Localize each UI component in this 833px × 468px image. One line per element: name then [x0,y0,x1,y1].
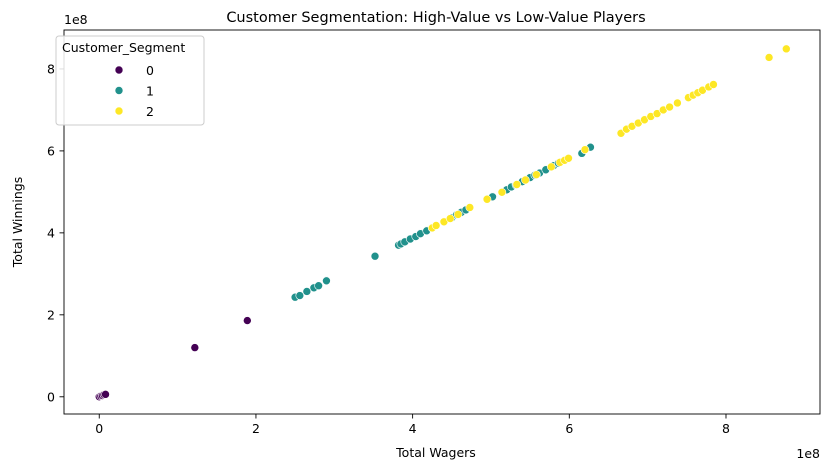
chart-title: Customer Segmentation: High-Value vs Low… [226,10,645,26]
legend-label-2: 2 [146,104,154,119]
data-point-segment-2-25 [673,98,682,108]
data-point-segment-0-5 [190,343,200,352]
legend-title: Customer_Segment [62,40,185,55]
legend-items: 0 1 2 [114,63,154,119]
data-point-segment-2-8 [512,180,522,189]
data-point-segment-1-2 [302,287,312,296]
x-tick-label: 2 [252,421,260,436]
data-point-segment-2-5 [465,203,475,212]
data-point-segment-2-22 [652,109,662,118]
data-point-segment-0-6 [243,316,252,325]
data-point-segment-2-3 [445,214,455,223]
legend-marker-0 [114,65,124,75]
y-offset-label: 1e8 [64,12,88,27]
data-point-segment-2-1 [431,221,441,230]
data-point-segment-2-33 [782,44,791,54]
y-tick-label: 8 [47,61,55,76]
x-tick-label: 8 [722,421,730,436]
data-point-segment-2-14 [564,153,573,163]
y-tick-label: 6 [47,143,55,158]
data-point-segment-1-4 [314,281,323,291]
data-point-segment-2-24 [665,102,674,112]
x-axis-label: Total Wagers [395,445,476,460]
x-axis-ticks: 0 2 4 6 8 [95,414,730,436]
data-point-segment-2-6 [482,194,492,204]
legend-label-0: 0 [146,63,154,78]
plot-points [94,44,791,402]
data-point-segment-0-4 [101,390,110,399]
data-point-segment-1-5 [322,276,331,286]
legend-marker-1 [114,86,124,95]
data-point-segment-2-15 [580,145,590,154]
data-point-segment-2-32 [764,53,774,62]
y-tick-label: 2 [47,307,55,322]
data-point-segment-1-6 [370,251,380,261]
data-point-segment-2-7 [497,187,507,197]
data-point-segment-2-10 [532,170,541,179]
plot-frame [63,29,821,415]
legend-marker-2 [114,106,124,116]
data-point-segment-2-11 [546,162,556,172]
y-axis-label: Total Winnings [10,177,25,268]
legend: Customer_Segment 0 1 2 [55,35,205,126]
data-point-segment-1-1 [295,291,305,300]
x-tick-label: 0 [95,421,103,436]
data-point-segment-2-4 [453,210,463,219]
y-tick-label: 0 [47,389,55,404]
x-tick-label: 6 [565,421,573,436]
x-offset-label: 1e8 [796,446,820,461]
legend-label-1: 1 [146,84,154,99]
y-tick-label: 4 [47,225,55,240]
data-point-segment-2-9 [521,175,530,185]
x-tick-label: 4 [409,421,417,436]
legend-box [55,35,205,126]
data-point-segment-2-31 [709,80,718,89]
